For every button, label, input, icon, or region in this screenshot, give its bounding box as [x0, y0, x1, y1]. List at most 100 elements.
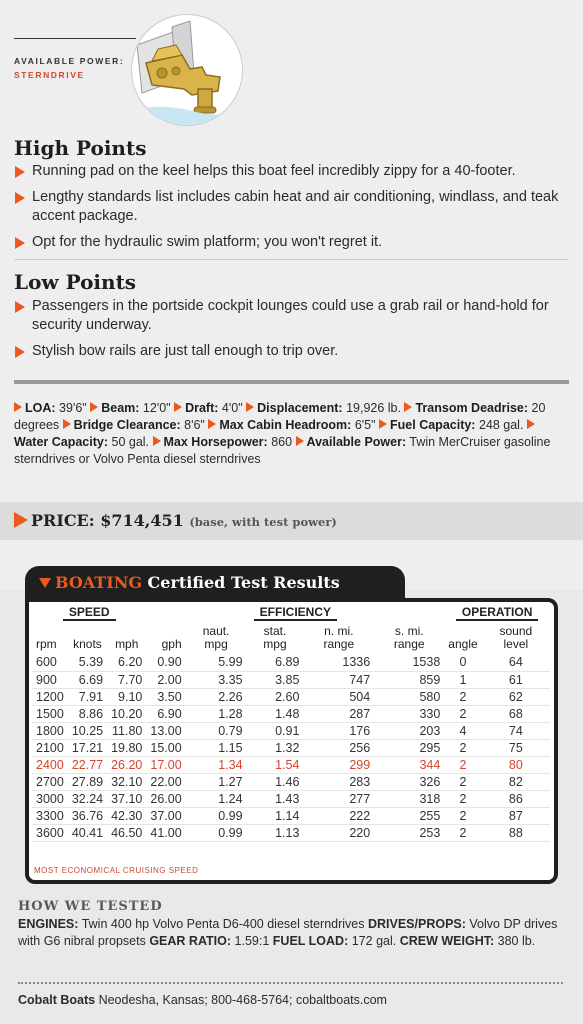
table-cell: 1.54	[246, 756, 304, 774]
table-cell: 2	[444, 739, 482, 757]
available-power-rule	[14, 38, 136, 39]
table-row: 3000 32.24 37.10 26.00 1.24 1.43 277 318 2 86	[32, 790, 550, 808]
table-cell: 2100	[32, 739, 68, 757]
spec-label: Fuel Capacity:	[390, 418, 476, 432]
table-cell: 26.00	[146, 790, 186, 808]
table-cell: 1.24	[185, 790, 247, 808]
low-point-item: Stylish bow rails are just tall enough t…	[14, 342, 569, 361]
table-cell: 0.99	[185, 824, 247, 842]
table-cell: 2.00	[146, 671, 186, 689]
title-text: Certified Test Results	[141, 573, 340, 592]
table-cell: 26.20	[107, 756, 147, 774]
company-details: Neodesha, Kansas; 800-468-5764; cobaltbo…	[98, 993, 387, 1007]
table-cell: 2	[444, 773, 482, 791]
spec-value: 248 gal.	[478, 418, 524, 432]
available-power-label: AVAILABLE POWER:	[14, 56, 125, 66]
table-row: 1200 7.91 9.10 3.50 2.26 2.60 504 580 2 62	[32, 688, 550, 706]
column-header: gph	[161, 637, 182, 651]
spec-value: 4'0"	[221, 401, 243, 415]
column-header: n. mi. range	[323, 624, 355, 651]
test-value: 172 gal.	[351, 934, 397, 948]
high-points-list: Running pad on the keel helps this boat …	[14, 162, 569, 259]
table-cell: 2	[444, 688, 482, 706]
price-value: $714,451	[100, 511, 184, 530]
bullet-icon	[15, 192, 25, 204]
table-cell: 22.00	[146, 773, 186, 791]
bullet-icon	[15, 166, 25, 178]
table-cell: 42.30	[107, 807, 147, 825]
table-cell: 1.27	[185, 773, 247, 791]
table-cell: 299	[303, 756, 375, 774]
column-header: mph	[115, 637, 139, 651]
table-cell: 6.89	[246, 654, 304, 672]
table-cell: 222	[303, 807, 375, 825]
how-we-tested-title: HOW WE TESTED	[18, 899, 163, 914]
table-cell: 504	[303, 688, 375, 706]
bullet-icon	[246, 402, 255, 412]
table-cell: 3600	[32, 824, 68, 842]
spec-label: Beam:	[101, 401, 140, 415]
table-cell: 1.28	[185, 705, 247, 723]
table-cell: 2	[444, 824, 482, 842]
table-cell: 2	[444, 790, 482, 808]
table-cell: 37.00	[146, 807, 186, 825]
table-cell: 747	[303, 671, 375, 689]
table-cell: 2.26	[185, 688, 247, 706]
company-name: Cobalt Boats	[18, 993, 96, 1007]
spec-label: Transom Deadrise:	[415, 401, 529, 415]
table-cell: 10.20	[107, 705, 147, 723]
table-cell: 1800	[32, 722, 68, 740]
table-cell: 36.76	[67, 807, 108, 825]
bullet-icon	[208, 419, 217, 429]
table-cell: 3.35	[185, 671, 247, 689]
table-cell: 1.48	[246, 705, 304, 723]
test-results-table: SPEED EFFICIENCY OPERATION rpm knots mph…	[32, 605, 550, 842]
table-cell: 330	[374, 705, 445, 723]
table-cell: 64	[481, 654, 550, 672]
table-cell: 1.46	[246, 773, 304, 791]
bullet-icon	[90, 402, 99, 412]
spec-label: LOA:	[25, 401, 56, 415]
group-header-speed: SPEED	[32, 605, 146, 623]
table-cell: 27.89	[67, 773, 108, 791]
table-cell: 0.99	[185, 807, 247, 825]
legend-note: MOST ECONOMICAL CRUISING SPEED	[34, 866, 199, 875]
table-row: 2100 17.21 19.80 15.00 1.15 1.32 256 295 2 75	[32, 739, 550, 757]
spec-label: Max Cabin Headroom:	[219, 418, 352, 432]
available-power-value: STERNDRIVE	[14, 70, 85, 80]
spec-value: Twin MerCruiser gasoline sterndrives or …	[14, 435, 551, 466]
test-results-title: BOATING Certified Test Results	[25, 566, 405, 600]
table-cell: 326	[374, 773, 445, 791]
table-cell: 3.50	[146, 688, 186, 706]
table-cell: 2400	[32, 756, 68, 774]
table-cell: 87	[481, 807, 550, 825]
table-cell: 1	[444, 671, 482, 689]
table-cell: 580	[374, 688, 445, 706]
table-cell: 2	[444, 756, 482, 774]
table-cell: 62	[481, 688, 550, 706]
table-cell: 256	[303, 739, 375, 757]
table-cell: 1500	[32, 705, 68, 723]
table-cell: 283	[303, 773, 375, 791]
group-header-efficiency: EFFICIENCY	[146, 605, 444, 623]
table-cell: 2	[444, 807, 482, 825]
test-value: 1.59:1	[234, 934, 270, 948]
triangle-down-icon	[39, 578, 51, 588]
specs-divider	[14, 380, 569, 384]
column-header: stat. mpg	[263, 624, 287, 651]
spec-value: 39'6"	[59, 401, 87, 415]
table-cell: 176	[303, 722, 375, 740]
table-cell: 32.24	[67, 790, 108, 808]
table-cell: 1.15	[185, 739, 247, 757]
test-label: FUEL LOAD:	[272, 934, 349, 948]
bullet-icon	[404, 402, 413, 412]
table-cell: 5.39	[67, 654, 108, 672]
low-point-item: Passengers in the portside cockpit loung…	[14, 297, 569, 335]
high-point-item: Lengthy standards list includes cabin he…	[14, 188, 569, 226]
spec-label: Draft:	[185, 401, 219, 415]
table-cell: 2700	[32, 773, 68, 791]
table-cell: 295	[374, 739, 445, 757]
test-value: Twin 400 hp Volvo Penta D6-400 diesel st…	[81, 917, 365, 931]
table-cell: 15.00	[146, 739, 186, 757]
table-row: 3300 36.76 42.30 37.00 0.99 1.14 222 255 2 87	[32, 807, 550, 825]
